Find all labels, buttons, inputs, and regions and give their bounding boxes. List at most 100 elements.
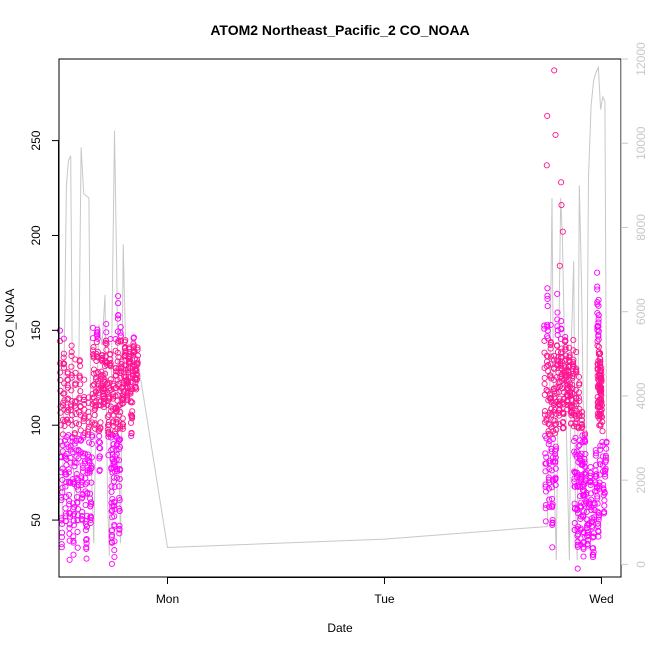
data-point	[64, 408, 71, 415]
data-point	[598, 367, 605, 375]
data-point	[115, 437, 122, 444]
data-point	[598, 371, 605, 378]
data-point	[127, 387, 134, 394]
data-point	[595, 336, 602, 343]
data-point	[78, 481, 85, 489]
data-point	[68, 387, 75, 394]
data-point	[71, 504, 78, 511]
data-point	[133, 360, 140, 367]
data-point	[88, 501, 95, 508]
data-point	[590, 548, 597, 556]
right-tick-label: 10000	[634, 126, 648, 160]
data-point	[116, 467, 123, 474]
data-point	[111, 499, 118, 506]
data-point	[575, 443, 582, 450]
data-point	[88, 440, 95, 447]
data-point	[560, 418, 567, 425]
data-point	[598, 377, 605, 384]
bottom-tick-label: Tue	[374, 592, 395, 606]
data-point	[595, 328, 602, 335]
data-point	[554, 331, 561, 339]
data-point	[95, 438, 102, 445]
data-point	[599, 453, 606, 460]
data-point	[116, 444, 124, 451]
left-tick-label: 100	[29, 415, 43, 435]
data-point	[551, 67, 558, 74]
data-point	[118, 363, 125, 370]
data-point	[115, 300, 122, 307]
data-point	[545, 430, 552, 437]
data-point	[103, 341, 110, 348]
data-point	[543, 415, 550, 422]
data-point	[601, 502, 608, 509]
data-point	[94, 377, 102, 384]
data-point	[578, 420, 585, 428]
data-point	[106, 395, 113, 402]
data-point	[57, 377, 64, 384]
data-point	[116, 530, 123, 537]
data-point	[134, 344, 141, 351]
data-point	[547, 391, 554, 398]
data-point	[74, 505, 82, 513]
data-point	[110, 502, 118, 509]
data-point	[544, 292, 551, 299]
x-axis-label: Date	[327, 621, 353, 635]
data-point	[110, 441, 117, 448]
data-point	[577, 493, 584, 500]
data-point	[580, 545, 587, 553]
data-point	[73, 470, 80, 478]
data-point	[115, 292, 122, 300]
plot-frame	[58, 58, 622, 578]
data-point	[558, 202, 565, 209]
data-point	[63, 479, 70, 486]
data-point	[542, 518, 549, 525]
data-point	[87, 516, 94, 524]
data-point	[130, 352, 137, 359]
data-point	[70, 522, 77, 529]
data-point	[581, 430, 589, 437]
data-point	[88, 454, 95, 461]
data-point	[592, 467, 599, 474]
data-point	[593, 473, 600, 480]
data-point	[556, 262, 563, 269]
data-point	[102, 340, 109, 347]
data-point	[595, 316, 602, 323]
y-axis-label: CO_NOAA	[3, 289, 17, 348]
data-point	[111, 498, 118, 505]
data-point	[85, 423, 93, 430]
data-point	[602, 465, 609, 472]
data-point	[111, 538, 118, 545]
data-point	[113, 466, 121, 473]
data-point	[116, 497, 123, 504]
data-point	[554, 309, 561, 316]
data-point	[597, 397, 604, 404]
data-point	[580, 512, 587, 519]
data-point	[567, 392, 574, 400]
data-point	[552, 454, 559, 461]
data-point	[545, 476, 552, 483]
data-point	[553, 426, 560, 433]
data-point	[581, 481, 588, 488]
data-point	[597, 413, 604, 420]
right-tick-label: 8000	[634, 214, 648, 241]
data-point	[70, 533, 77, 540]
data-point	[601, 497, 608, 504]
data-point	[72, 369, 79, 376]
data-point	[80, 396, 87, 403]
data-point	[104, 401, 111, 409]
data-point	[108, 488, 115, 495]
data-point	[570, 336, 577, 344]
data-point	[117, 324, 124, 331]
data-point	[105, 452, 112, 459]
data-point	[84, 512, 91, 519]
data-point	[576, 474, 584, 482]
data-point	[118, 337, 125, 344]
data-point	[571, 468, 578, 475]
data-point	[81, 393, 88, 401]
data-point	[111, 483, 118, 491]
data-point	[115, 312, 122, 319]
data-point	[544, 285, 551, 292]
data-point	[596, 412, 603, 419]
data-point	[596, 485, 603, 492]
